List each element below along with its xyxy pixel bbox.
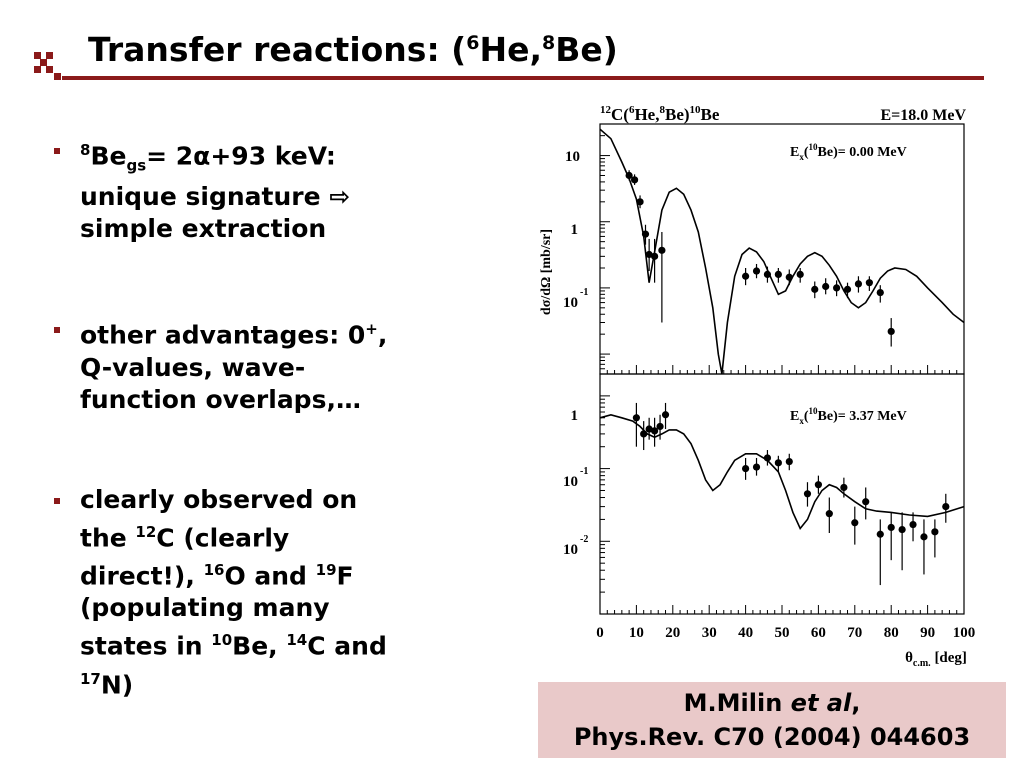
reference-box: M.Milin et al, Phys.Rev. C70 (2004) 0446… <box>538 682 1006 758</box>
panel-top-label: Ex(10Be)= 0.00 MeV <box>790 142 907 162</box>
x-tick-label: 40 <box>738 625 753 641</box>
data-point <box>811 285 819 293</box>
data-point <box>630 176 639 184</box>
data-point <box>785 273 793 281</box>
bullet-list: 8Begs= 2α+93 keV: unique signature ⇨ sim… <box>52 134 452 769</box>
data-point <box>625 171 633 180</box>
x-tick-label: 0 <box>596 625 604 641</box>
y-tick-exponent: -1 <box>580 466 588 477</box>
x-tick-label: 10 <box>629 625 644 641</box>
y-tick-label: 1 <box>571 222 579 238</box>
data-point <box>658 246 666 254</box>
data-point <box>763 454 772 462</box>
data-point <box>843 285 852 293</box>
bullet-item: other advantages: 0+, Q-values, wave- fu… <box>52 313 452 415</box>
data-point <box>752 463 761 471</box>
data-point <box>851 519 859 527</box>
data-point <box>645 250 653 259</box>
cross-section-plot: 12C(6He,8Be)10Be E=18.0 MeV dσ/dΩ [mb/sr… <box>539 104 975 669</box>
data-point <box>814 481 822 489</box>
data-point <box>942 503 950 511</box>
top-y-ticks: 10 1 10 -1 <box>563 149 588 311</box>
energy-label: E=18.0 MeV <box>880 107 966 124</box>
x-tick-label: 60 <box>811 625 826 641</box>
y-tick-label: 10 <box>565 149 580 165</box>
bullet-marker-icon <box>54 497 60 504</box>
data-point <box>825 510 833 518</box>
data-point <box>632 414 640 422</box>
data-point <box>640 430 648 438</box>
data-point <box>833 284 841 292</box>
data-point <box>796 270 804 279</box>
panel-bottom-label: Ex(10Be)= 3.37 MeV <box>790 406 907 426</box>
data-point <box>661 411 670 419</box>
x-tick-label: 90 <box>920 625 935 641</box>
data-point <box>862 498 870 506</box>
data-point <box>651 427 659 435</box>
y-tick-label: 10 <box>563 474 578 490</box>
data-point <box>840 483 848 492</box>
x-tick-label: 30 <box>702 625 717 641</box>
y-tick-exponent: -2 <box>580 534 588 545</box>
data-point <box>887 523 895 532</box>
y-tick-label: 1 <box>571 408 579 424</box>
x-tick-label: 20 <box>665 625 680 641</box>
x-tick-label: 70 <box>847 625 862 641</box>
x-tick-label: 50 <box>775 625 790 641</box>
y-axis-label: dσ/dΩ [mb/sr] <box>539 229 554 315</box>
y-tick-exponent: -1 <box>580 287 588 298</box>
axis-tick-marks <box>599 123 965 615</box>
theory-curves <box>599 128 965 531</box>
y-tick-label: 10 <box>563 295 578 311</box>
data-points <box>625 170 950 586</box>
data-point <box>641 230 650 238</box>
data-point <box>865 279 873 287</box>
data-point <box>898 525 906 534</box>
bullet-marker-icon <box>54 148 60 154</box>
data-point <box>909 520 917 529</box>
bullet-marker-icon <box>54 327 60 334</box>
bottom-y-ticks: 1 10 -1 10 -2 <box>563 408 588 558</box>
data-point <box>742 464 750 473</box>
reaction-label: 12C(6He,8Be)10Be <box>600 104 720 124</box>
data-point <box>645 425 653 433</box>
data-point <box>785 457 793 466</box>
data-point <box>822 282 830 291</box>
data-point <box>774 459 782 467</box>
x-tick-labels: 0 10 20 30 40 50 60 70 80 90 100 <box>596 625 975 641</box>
data-point <box>763 270 772 279</box>
data-point <box>656 422 664 431</box>
data-point <box>920 533 928 541</box>
bullet-item: 8Begs= 2α+93 keV: unique signature ⇨ sim… <box>52 134 452 245</box>
x-axis-label: θc.m. [deg] <box>905 650 967 669</box>
data-point <box>876 288 884 297</box>
theory-curve <box>599 413 965 531</box>
data-point <box>752 267 761 275</box>
x-tick-label: 80 <box>884 625 899 641</box>
y-tick-label: 10 <box>563 542 578 558</box>
data-point <box>854 280 863 288</box>
panel-bottom-frame <box>599 373 965 615</box>
data-point <box>803 490 812 498</box>
bullet-item: clearly observed on the 12C (clearly dir… <box>52 484 452 701</box>
slide-logo-icon <box>34 52 64 80</box>
slide-title: Transfer reactions: (6He,8Be) <box>88 30 618 69</box>
data-point <box>774 270 782 279</box>
data-point <box>742 272 750 280</box>
data-point <box>887 327 895 336</box>
title-underline <box>62 76 984 80</box>
data-point <box>636 198 644 206</box>
data-point <box>876 530 884 538</box>
data-point <box>931 528 939 536</box>
data-point <box>651 252 659 260</box>
x-tick-label: 100 <box>953 625 976 641</box>
